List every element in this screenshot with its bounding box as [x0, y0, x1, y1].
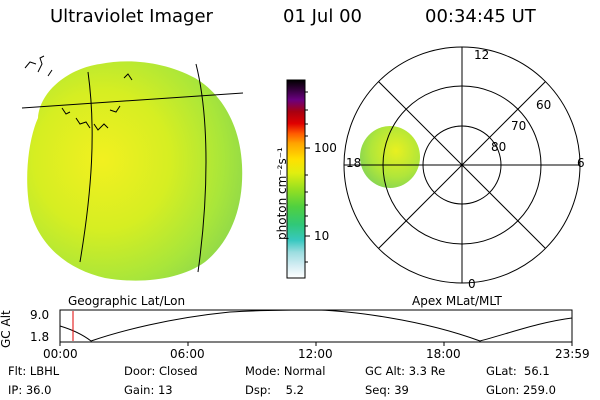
date-label: 01 Jul 00 [283, 6, 362, 27]
altitude-ytick-9: 9.0 [30, 308, 50, 322]
mlt-label-0: 0 [468, 277, 476, 291]
polar-plot [343, 46, 581, 284]
coastline-outline [24, 55, 133, 131]
polar-caption: Apex MLat/MLT [412, 294, 502, 308]
earth-disk-image [27, 61, 243, 281]
info-gc-alt: GC Alt: 3.3 Re [365, 364, 446, 378]
mlt-label-12: 12 [474, 48, 490, 62]
mlt-label-6: 6 [577, 156, 585, 170]
altitude-plot [59, 309, 573, 346]
auroral-oval-image [360, 126, 420, 188]
info-seq: Seq: 39 [365, 383, 409, 397]
info-dsp: Dsp: 5.2 [245, 383, 304, 397]
geographic-grid [21, 63, 244, 273]
altitude-xtick-1800: 18:00 [426, 347, 461, 361]
info-filter: Flt: LBHL [8, 364, 60, 378]
info-ip: IP: 36.0 [8, 383, 52, 397]
altitude-ylabel: GC Alt [0, 310, 13, 348]
info-gain: Gain: 13 [124, 383, 173, 397]
altitude-ytick-1-8: 1.8 [30, 330, 50, 344]
altitude-xtick-2359: 23:59 [555, 347, 590, 361]
info-mode: Mode: Normal [245, 364, 326, 378]
colorbar-tick-100: 100 [314, 141, 337, 155]
mlt-label-18: 18 [346, 156, 362, 170]
altitude-xtick-0600: 06:00 [170, 347, 205, 361]
lat-label-60: 60 [536, 98, 552, 112]
lat-label-80: 80 [491, 140, 507, 154]
altitude-xtick-0000: 00:00 [43, 347, 78, 361]
info-glon: GLon: 259.0 [486, 383, 556, 397]
lat-label-70: 70 [511, 119, 527, 133]
instrument-title: Ultraviolet Imager [50, 6, 213, 27]
colorbar-tick-10: 10 [314, 229, 330, 243]
colorbar-unit-label: photon cm⁻²s⁻¹ [275, 147, 289, 240]
geographic-caption: Geographic Lat/Lon [68, 294, 186, 308]
info-door: Door: Closed [124, 364, 198, 378]
info-glat: GLat: 56.1 [486, 364, 550, 378]
altitude-xtick-1200: 12:00 [298, 347, 333, 361]
time-label: 00:34:45 UT [425, 6, 536, 27]
colorbar [286, 79, 310, 279]
